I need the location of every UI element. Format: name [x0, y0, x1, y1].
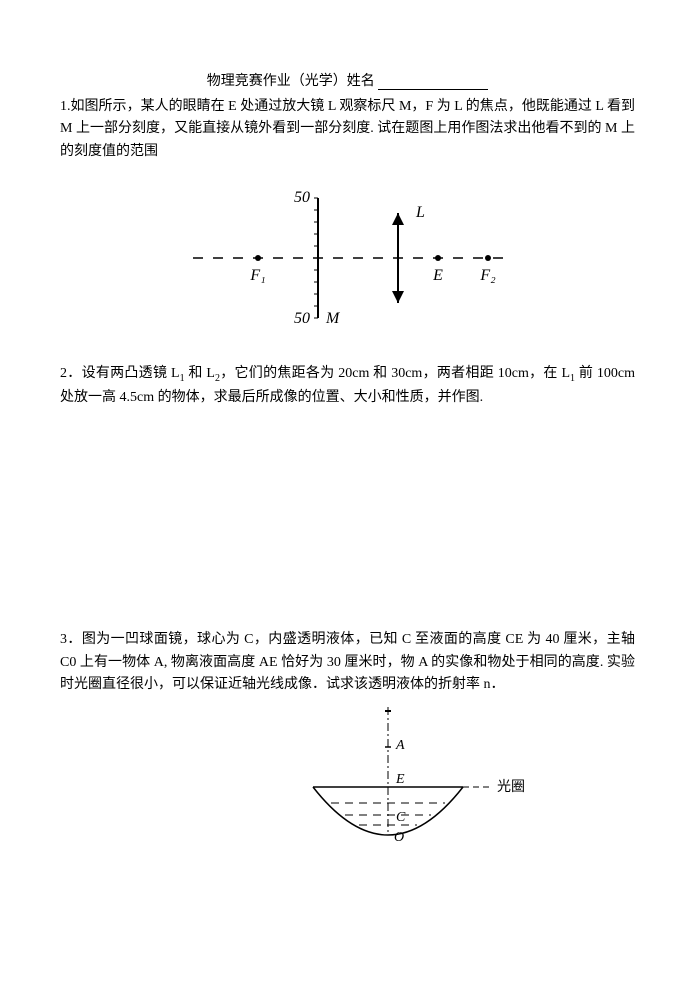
p2-tc: ，它们的焦距各为 20cm 和 30cm，两者相距 10cm，在 L — [220, 366, 570, 381]
figure-2-svg: A E 光圈 CO — [273, 707, 533, 867]
svg-text:O: O — [394, 830, 404, 845]
svg-text:E: E — [395, 772, 405, 787]
svg-text:50: 50 — [294, 189, 310, 206]
svg-text:F₁: F₁ — [249, 267, 265, 284]
p2-ta: 设有两凸透镜 L — [82, 366, 180, 381]
problem-2-number: 2． — [60, 366, 82, 381]
figure-1-svg: 50 50 M L F₁ E F₂ — [178, 173, 518, 343]
p2-tb: 和 L — [185, 366, 215, 381]
svg-text:E: E — [432, 267, 443, 284]
workspace-gap — [60, 419, 635, 629]
svg-text:M: M — [325, 310, 341, 327]
svg-text:光圈: 光圈 — [497, 779, 525, 795]
problem-1-text: 如图所示，某人的眼睛在 E 处通过放大镜 L 观察标尺 M，F 为 L 的焦点，… — [60, 99, 635, 159]
problem-3: 3．图为一凹球面镜，球心为 C，内盛透明液体，已知 C 至液面的高度 CE 为 … — [60, 629, 635, 696]
problem-1: 1.如图所示，某人的眼睛在 E 处通过放大镜 L 观察标尺 M，F 为 L 的焦… — [60, 96, 635, 163]
name-input-line[interactable] — [378, 75, 488, 90]
problem-2: 2．设有两凸透镜 L1 和 L2，它们的焦距各为 20cm 和 30cm，两者相… — [60, 363, 635, 409]
problem-3-number: 3． — [60, 632, 82, 647]
problem-3-text: 图为一凹球面镜，球心为 C，内盛透明液体，已知 C 至液面的高度 CE 为 40… — [60, 632, 635, 692]
page-title: 物理竞赛作业（光学）姓名 — [60, 70, 635, 90]
figure-1: 50 50 M L F₁ E F₂ — [60, 173, 635, 343]
svg-text:F₂: F₂ — [479, 267, 496, 284]
title-text: 物理竞赛作业（光学）姓名 — [207, 74, 375, 89]
svg-text:C: C — [396, 810, 406, 825]
svg-text:50: 50 — [294, 310, 310, 327]
svg-text:A: A — [395, 738, 405, 753]
problem-1-number: 1. — [60, 99, 71, 114]
svg-text:L: L — [415, 204, 425, 221]
figure-2: A E 光圈 CO — [60, 707, 695, 867]
